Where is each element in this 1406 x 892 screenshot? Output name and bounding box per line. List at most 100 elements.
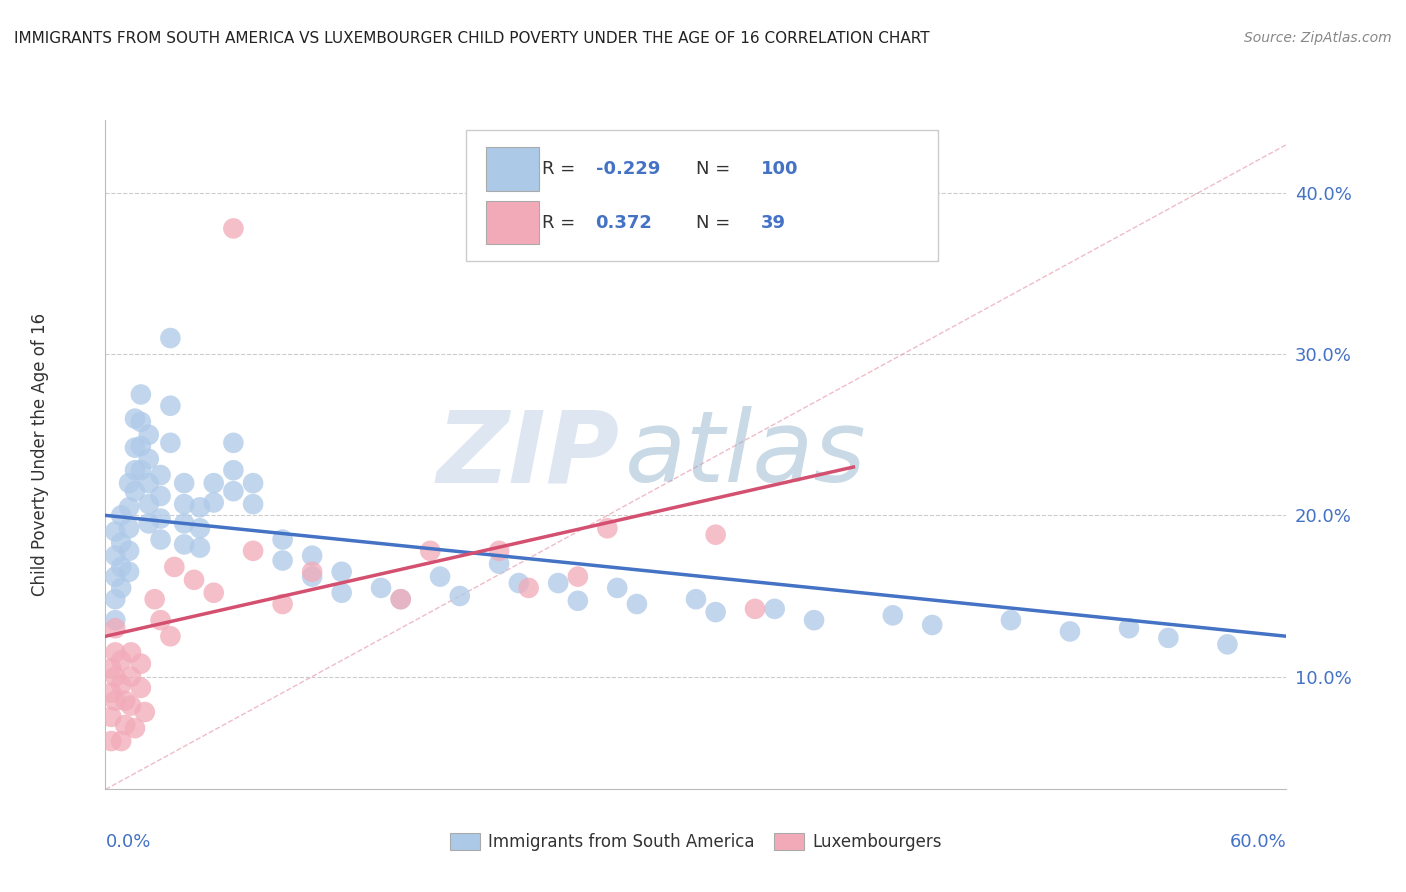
Point xyxy=(104,549,127,563)
Point xyxy=(173,476,195,491)
Point xyxy=(567,569,589,583)
Point xyxy=(685,592,707,607)
Point xyxy=(449,589,471,603)
Point xyxy=(704,605,727,619)
Point xyxy=(1216,637,1239,651)
Point xyxy=(138,452,160,467)
Point xyxy=(222,484,245,499)
Point xyxy=(567,594,589,608)
Point xyxy=(143,592,166,607)
Point xyxy=(129,387,152,401)
Point xyxy=(129,439,152,453)
Point xyxy=(429,569,451,583)
Point xyxy=(114,694,136,708)
Point xyxy=(389,592,412,607)
Point xyxy=(149,489,172,503)
Point xyxy=(517,581,540,595)
Text: -0.229: -0.229 xyxy=(596,161,659,178)
Point xyxy=(110,535,132,549)
Point xyxy=(104,669,127,683)
Point xyxy=(124,484,146,499)
Text: N =: N = xyxy=(696,214,735,232)
Point xyxy=(129,463,152,477)
Point xyxy=(301,549,323,563)
Point xyxy=(183,573,205,587)
Text: R =: R = xyxy=(543,214,582,232)
Point xyxy=(547,576,569,591)
Point xyxy=(120,645,142,659)
Point xyxy=(882,608,904,623)
Point xyxy=(596,521,619,535)
Text: 0.372: 0.372 xyxy=(596,214,652,232)
Point xyxy=(118,521,141,535)
Point xyxy=(173,497,195,511)
Point xyxy=(202,476,225,491)
Point xyxy=(271,533,294,547)
Point xyxy=(110,581,132,595)
Point xyxy=(202,586,225,600)
Point xyxy=(138,427,160,442)
Point xyxy=(110,508,132,523)
Point xyxy=(763,602,786,616)
Text: 100: 100 xyxy=(761,161,799,178)
Point xyxy=(114,718,136,732)
Point xyxy=(330,586,353,600)
Point xyxy=(1118,621,1140,635)
FancyBboxPatch shape xyxy=(465,130,938,260)
Point xyxy=(129,657,152,671)
Point xyxy=(163,560,186,574)
Point xyxy=(222,463,245,477)
Point xyxy=(301,569,323,583)
Point xyxy=(173,516,195,531)
Point xyxy=(120,698,142,713)
Text: 0.0%: 0.0% xyxy=(105,833,150,851)
Point xyxy=(110,560,132,574)
FancyBboxPatch shape xyxy=(485,147,538,191)
Text: Child Poverty Under the Age of 16: Child Poverty Under the Age of 16 xyxy=(31,313,49,597)
Point xyxy=(129,415,152,429)
Text: Source: ZipAtlas.com: Source: ZipAtlas.com xyxy=(1244,31,1392,45)
Point xyxy=(104,613,127,627)
Point xyxy=(159,435,181,450)
Text: R =: R = xyxy=(543,161,582,178)
Legend: Immigrants from South America, Luxembourgers: Immigrants from South America, Luxembour… xyxy=(443,827,949,858)
Point xyxy=(330,565,353,579)
Point xyxy=(118,500,141,515)
Point xyxy=(149,468,172,483)
Point xyxy=(104,524,127,539)
Point xyxy=(803,613,825,627)
Point xyxy=(1059,624,1081,639)
Point xyxy=(100,686,122,700)
Point xyxy=(488,557,510,571)
Point xyxy=(104,592,127,607)
Point xyxy=(124,411,146,425)
Text: atlas: atlas xyxy=(626,407,866,503)
Point xyxy=(129,681,152,695)
Point xyxy=(138,497,160,511)
Point xyxy=(173,537,195,551)
Point xyxy=(202,495,225,509)
Point xyxy=(124,441,146,455)
Point xyxy=(100,661,122,675)
Point xyxy=(419,544,441,558)
Point xyxy=(242,476,264,491)
Point xyxy=(159,629,181,643)
Point xyxy=(100,734,122,748)
Point xyxy=(110,734,132,748)
Point xyxy=(271,597,294,611)
Point xyxy=(159,399,181,413)
Point xyxy=(626,597,648,611)
Point xyxy=(104,694,127,708)
Point xyxy=(389,592,412,607)
Text: ZIP: ZIP xyxy=(436,407,619,503)
Text: 39: 39 xyxy=(761,214,786,232)
Point xyxy=(301,565,323,579)
Text: N =: N = xyxy=(696,161,735,178)
Point xyxy=(118,544,141,558)
Point xyxy=(606,581,628,595)
Point xyxy=(138,516,160,531)
Point xyxy=(188,500,211,515)
Point xyxy=(921,618,943,632)
Point xyxy=(138,476,160,491)
Point xyxy=(222,221,245,235)
